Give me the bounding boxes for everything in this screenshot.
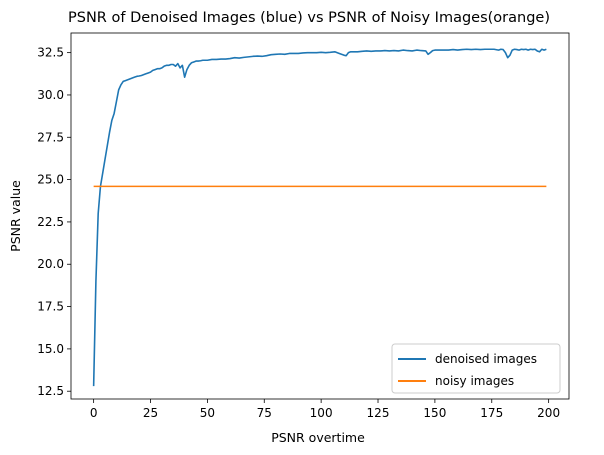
legend-label-denoised: denoised images xyxy=(435,352,537,366)
y-tick-label: 25.0 xyxy=(37,173,64,187)
y-tick-label: 32.5 xyxy=(37,46,64,60)
x-tick-label: 50 xyxy=(200,406,215,420)
series-layer xyxy=(92,48,547,387)
x-axis: 0 25 50 75 100 125 150 175 200 xyxy=(90,399,560,420)
chart-title: PSNR of Denoised Images (blue) vs PSNR o… xyxy=(68,10,550,26)
y-axis-label: PSNR value xyxy=(8,180,23,252)
x-tick-label: 100 xyxy=(310,406,333,420)
y-tick-label: 27.5 xyxy=(37,130,64,144)
x-tick-label: 175 xyxy=(480,406,503,420)
plot-area xyxy=(70,32,570,400)
x-tick-label: 150 xyxy=(423,406,446,420)
plot-frame xyxy=(70,32,570,400)
legend-label-noisy: noisy images xyxy=(435,374,514,388)
y-tick-label: 17.5 xyxy=(37,300,64,314)
x-tick-label: 0 xyxy=(90,406,98,420)
x-tick-label: 75 xyxy=(257,406,272,420)
y-tick-label: 12.5 xyxy=(37,384,64,398)
x-tick-label: 25 xyxy=(143,406,158,420)
series-line-denoised xyxy=(92,48,547,387)
x-tick-label: 125 xyxy=(367,406,390,420)
y-tick-label: 30.0 xyxy=(37,88,64,102)
legend-frame xyxy=(391,343,561,394)
y-axis: 12.5 15.0 17.5 20.0 22.5 25.0 27.5 30.0 32.5 xyxy=(37,46,71,398)
y-tick-label: 20.0 xyxy=(37,257,64,271)
x-axis-label: PSNR overtime xyxy=(271,430,365,445)
y-tick-label: 15.0 xyxy=(37,342,64,356)
y-tick-label: 22.5 xyxy=(37,215,64,229)
x-tick-label: 200 xyxy=(537,406,560,420)
plot-background xyxy=(71,33,569,399)
legend: denoised images noisy images xyxy=(391,343,561,394)
